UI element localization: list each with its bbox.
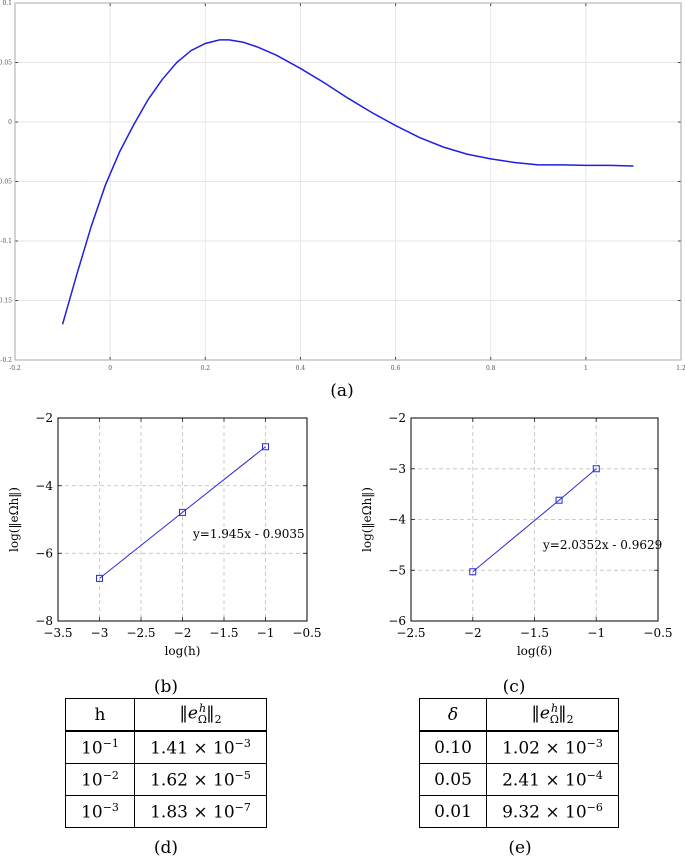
y-tick-label: -0.2 bbox=[0, 357, 12, 364]
table-header-error-norm: ‖eΩh‖2 bbox=[486, 698, 619, 732]
y-axis-label: log(‖eΩh‖) bbox=[360, 487, 374, 552]
x-tick-label: −1.5 bbox=[209, 626, 238, 640]
plot-frame bbox=[410, 417, 659, 622]
table-row: 10−1 1.41 × 10−3 bbox=[65, 730, 267, 764]
data-point bbox=[262, 443, 269, 451]
caption-a: (a) bbox=[330, 381, 354, 401]
x-tick-label: 0 bbox=[108, 365, 112, 372]
y-tick-label: -0.05 bbox=[0, 179, 12, 186]
table-row: 0.05 2.41 × 10−4 bbox=[419, 763, 619, 796]
norm-symbol: ‖ bbox=[179, 704, 188, 725]
x-tick-label: −2 bbox=[464, 626, 482, 640]
y-tick-label: −5 bbox=[388, 563, 406, 577]
table-header-h: h bbox=[65, 698, 135, 732]
fit-annotation: y=1.945x - 0.9035 bbox=[192, 527, 305, 541]
data-point bbox=[592, 465, 600, 473]
x-tick-label: −0.5 bbox=[292, 626, 321, 640]
data-point bbox=[469, 568, 477, 576]
y-tick-label: −3 bbox=[388, 462, 406, 476]
x-tick-label: 0.2 bbox=[201, 365, 211, 372]
y-axis-label: log(‖eΩh‖) bbox=[7, 487, 21, 552]
caption-e: (e) bbox=[508, 838, 532, 858]
x-tick-label: 0.6 bbox=[391, 365, 401, 372]
y-tick-label: −2 bbox=[35, 411, 53, 425]
x-tick-label: −3.5 bbox=[43, 626, 72, 640]
x-tick-label: −1 bbox=[587, 626, 605, 640]
y-tick-label: −4 bbox=[35, 479, 53, 493]
table-row: 0.01 9.32 × 10−6 bbox=[419, 795, 619, 828]
data-point bbox=[555, 496, 563, 504]
x-tick-label: 0.4 bbox=[296, 365, 306, 372]
x-axis-label: log(δ) bbox=[517, 644, 552, 658]
table-header-delta: δ bbox=[419, 698, 487, 732]
y-tick-label: −6 bbox=[35, 547, 53, 561]
results-table-d: h ‖eΩh‖2 10−1 1.41 × 10−3 10−2 1.62 × 10… bbox=[65, 698, 267, 828]
y-tick-label: 0.1 bbox=[2, 0, 12, 7]
y-tick-label: −6 bbox=[388, 614, 406, 628]
x-tick-label: 0.8 bbox=[486, 365, 496, 372]
x-tick-label: −1 bbox=[257, 626, 275, 640]
y-tick-label: -0.15 bbox=[0, 298, 12, 305]
table-header-error-norm: ‖eΩh‖2 bbox=[134, 698, 267, 732]
series-line bbox=[472, 468, 597, 573]
y-tick-label: −8 bbox=[35, 614, 53, 628]
data-point bbox=[96, 574, 103, 582]
x-tick-label: -0.2 bbox=[9, 365, 21, 372]
x-tick-label: −1.5 bbox=[520, 626, 549, 640]
x-tick-label: −2 bbox=[174, 626, 192, 640]
caption-d: (d) bbox=[153, 838, 179, 858]
x-tick-label: −2.5 bbox=[396, 626, 425, 640]
y-tick-label: 0.05 bbox=[0, 60, 12, 67]
x-tick-label: −3 bbox=[91, 626, 109, 640]
chart-a: -0.2 0 0.2 0.4 0.6 0.8 1 1.2 0.1 0.05 0 -0.05 -0.1 -0… bbox=[0, 0, 685, 372]
x-tick-label: −2.5 bbox=[126, 626, 155, 640]
series-line bbox=[99, 446, 266, 579]
plot-frame bbox=[57, 417, 308, 622]
y-tick-label: −4 bbox=[388, 513, 406, 527]
caption-c: (c) bbox=[502, 677, 526, 697]
y-tick-label: −2 bbox=[388, 411, 406, 425]
x-tick-label: −0.5 bbox=[643, 626, 672, 640]
results-table-e: δ ‖eΩh‖2 0.10 1.02 × 10−3 0.05 2.41 × 10… bbox=[419, 698, 619, 828]
plot-frame bbox=[14, 2, 682, 361]
chart-b: −3.5 −3 −2.5 −2 −1.5 −1 −0.5 −2 −4 −6 −8 y=1.945x -… bbox=[7, 411, 322, 658]
series-line bbox=[61, 39, 634, 325]
chart-c: −2.5 −2 −1.5 −1 −0.5 −2 −3 −4 −5 −6 y=2.0352x - 0.… bbox=[360, 411, 673, 658]
table-row: 0.10 1.02 × 10−3 bbox=[419, 730, 619, 764]
y-tick-label: -0.1 bbox=[0, 238, 12, 245]
y-tick-label: 0 bbox=[8, 119, 12, 126]
data-point bbox=[179, 508, 186, 516]
caption-b: (b) bbox=[153, 677, 179, 697]
x-tick-label: 1.2 bbox=[676, 365, 685, 372]
x-axis-label: log(h) bbox=[165, 644, 201, 658]
table-row: 10−2 1.62 × 10−5 bbox=[65, 763, 267, 796]
fit-annotation: y=2.0352x - 0.9629 bbox=[542, 538, 662, 552]
table-row: 10−3 1.83 × 10−7 bbox=[65, 795, 267, 828]
x-tick-label: 1 bbox=[584, 365, 588, 372]
